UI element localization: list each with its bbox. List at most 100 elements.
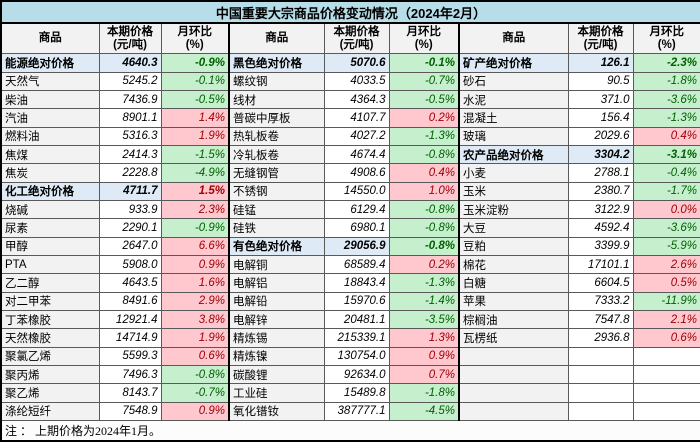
commodity-name-cell: 农产品绝对价格 [458, 145, 569, 165]
month-over-month-pct-cell: 1.4% [160, 108, 230, 128]
table-row: 化工绝对价格 4711.7 1.5% 不锈钢 14550.0 1.0% 玉米 2380.7 -1… [0, 181, 700, 202]
title-row: 中国重要大宗商品价格变动情况（2024年2月） [0, 0, 700, 25]
month-over-month-pct-cell: 0.2% [388, 255, 460, 275]
current-price-cell: 5316.3 [98, 126, 162, 147]
commodity-name-cell: 精炼锡 [228, 328, 325, 348]
month-over-month-pct-cell: 2.3% [160, 200, 230, 220]
commodity-name-cell: 苹果 [458, 291, 569, 312]
commodity-name-cell: 尿素 [0, 218, 100, 238]
month-over-month-pct-cell: -3.6% [632, 218, 700, 238]
current-price-cell: 933.9 [98, 200, 162, 220]
month-over-month-pct-cell: 2.6% [632, 255, 700, 275]
current-price-cell: 3399.9 [567, 236, 634, 257]
month-over-month-pct-cell: 1.3% [388, 328, 460, 348]
current-price-cell: 215339.1 [323, 328, 390, 348]
month-over-month-pct-cell: -3.6% [632, 90, 700, 110]
table-row: 焦煤 2414.3 -1.5% 冷轧板卷 4674.4 -0.8% 农产品绝对价格 3304.… [0, 145, 700, 165]
note-row: 注 ： 上期价格为2024年1月。 [0, 420, 700, 442]
commodity-name-cell: 白糖 [458, 273, 569, 293]
month-over-month-pct-cell: -0.4% [632, 163, 700, 183]
current-price-cell: 2228.8 [98, 163, 162, 183]
header-commodity-3: 商品 [458, 22, 569, 55]
current-price-cell: 2788.1 [567, 163, 634, 183]
commodity-name-cell: 瓦楞纸 [458, 328, 569, 348]
commodity-name-cell: 对二甲苯 [0, 291, 100, 312]
current-price-cell: 2380.7 [567, 181, 634, 202]
header-price-3: 本期价格 (元/吨) [567, 22, 634, 55]
current-price-cell: 8143.7 [98, 383, 162, 403]
month-over-month-pct-cell: -3.1% [632, 145, 700, 165]
current-price-cell: 15970.6 [323, 291, 390, 312]
commodity-name-cell: 有色绝对价格 [228, 236, 325, 257]
month-over-month-pct-cell: -4.9% [160, 163, 230, 183]
commodity-name-cell: 棕榈油 [458, 310, 569, 330]
commodity-name-cell: 砂石 [458, 71, 569, 92]
commodity-name-cell [458, 383, 569, 403]
table-row: 尿素 2290.1 -0.9% 硅铁 6980.1 -0.8% 大豆 4592.4 -3.6% [0, 218, 700, 238]
commodity-name-cell: 冷轧板卷 [228, 145, 325, 165]
current-price-cell: 2029.6 [567, 126, 634, 147]
month-over-month-pct-cell: -0.9% [160, 218, 230, 238]
current-price-cell [567, 401, 634, 422]
current-price-cell: 7333.2 [567, 291, 634, 312]
current-price-cell: 18843.4 [323, 273, 390, 293]
month-over-month-pct-cell: 0.7% [388, 365, 460, 385]
month-over-month-pct-cell: 0.9% [160, 255, 230, 275]
month-over-month-pct-cell: 1.9% [160, 126, 230, 147]
current-price-cell: 8491.6 [98, 291, 162, 312]
commodity-name-cell: 矿产绝对价格 [458, 53, 569, 73]
current-price-cell: 6980.1 [323, 218, 390, 238]
current-price-cell: 4107.7 [323, 108, 390, 128]
current-price-cell: 4033.5 [323, 71, 390, 92]
table-row: 焦炭 2228.8 -4.9% 无缝钢管 4908.6 0.4% 小麦 2788.1 -0.4% [0, 163, 700, 183]
commodity-name-cell: 玻璃 [458, 126, 569, 147]
commodity-name-cell: 天然气 [0, 71, 100, 92]
month-over-month-pct-cell: 0.9% [160, 401, 230, 422]
commodity-name-cell [458, 365, 569, 385]
month-over-month-pct-cell: -0.8% [388, 200, 460, 220]
month-over-month-pct-cell: -4.5% [388, 401, 460, 422]
month-over-month-pct-cell [632, 401, 700, 422]
current-price-cell: 29056.9 [323, 236, 390, 257]
commodity-name-cell: 工业硅 [228, 383, 325, 403]
commodity-name-cell: 玉米 [458, 181, 569, 202]
current-price-cell: 4643.5 [98, 273, 162, 293]
current-price-cell: 14714.9 [98, 328, 162, 348]
header-row: 商品 本期价格 (元/吨) 月环比 (%) 商品 本期价格 (元/吨) 月环比 … [0, 22, 700, 55]
table-row: PTA 5908.0 0.9% 电解铜 68589.4 0.2% 棉花 17101.1 2.6% [0, 255, 700, 275]
commodity-name-cell: 烧碱 [0, 200, 100, 220]
commodity-name-cell: 大豆 [458, 218, 569, 238]
table-row: 涤纶短纤 7548.9 0.9% 氧化镨钕 387777.1 -4.5% [0, 401, 700, 422]
month-over-month-pct-cell: -0.8% [160, 365, 230, 385]
commodity-name-cell: 丁苯橡胶 [0, 310, 100, 330]
commodity-name-cell: 螺纹钢 [228, 71, 325, 92]
commodity-name-cell: 黑色绝对价格 [228, 53, 325, 73]
month-over-month-pct-cell: 0.9% [388, 346, 460, 367]
table-row: 燃料油 5316.3 1.9% 热轧板卷 4027.2 -1.3% 玻璃 2029.6 0.4% [0, 126, 700, 147]
commodity-name-cell: 电解锌 [228, 310, 325, 330]
current-price-cell [567, 346, 634, 367]
commodity-name-cell: 柴油 [0, 90, 100, 110]
month-over-month-pct-cell: -1.8% [632, 71, 700, 92]
current-price-cell: 6129.4 [323, 200, 390, 220]
commodity-name-cell: 涤纶短纤 [0, 401, 100, 422]
table-row: 汽油 8901.1 1.4% 普碳中厚板 4107.7 0.2% 混凝土 156.4 -1.3% [0, 108, 700, 128]
month-over-month-pct-cell: -1.8% [388, 383, 460, 403]
table-note: 注 ： 上期价格为2024年1月。 [0, 420, 700, 442]
header-pct-1: 月环比 (%) [160, 22, 230, 55]
table-row: 乙二醇 4643.5 1.6% 电解铝 18843.4 -1.3% 白糖 6604.5 0.5% [0, 273, 700, 293]
month-over-month-pct-cell: 6.6% [160, 236, 230, 257]
commodity-name-cell: 精炼镍 [228, 346, 325, 367]
current-price-cell: 7547.8 [567, 310, 634, 330]
commodity-name-cell: 化工绝对价格 [0, 181, 100, 202]
commodity-name-cell: 棉花 [458, 255, 569, 275]
commodity-name-cell: 小麦 [458, 163, 569, 183]
month-over-month-pct-cell: -1.4% [388, 291, 460, 312]
header-commodity-2: 商品 [228, 22, 325, 55]
month-over-month-pct-cell [632, 346, 700, 367]
month-over-month-pct-cell: -3.5% [388, 310, 460, 330]
current-price-cell: 156.4 [567, 108, 634, 128]
current-price-cell: 7496.3 [98, 365, 162, 385]
current-price-cell: 12921.4 [98, 310, 162, 330]
